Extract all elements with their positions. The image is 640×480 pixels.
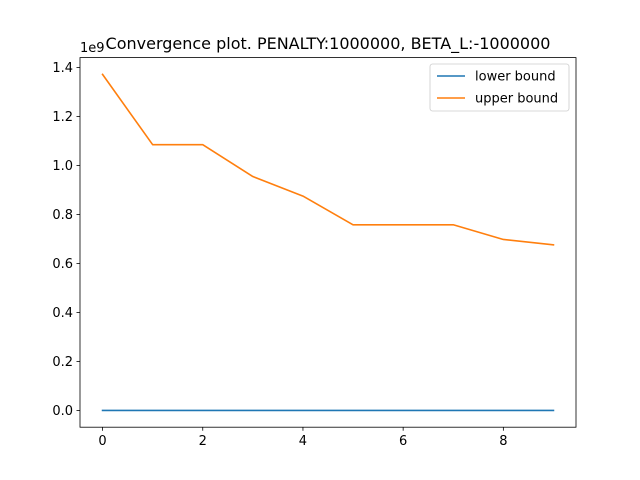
x-tick-label: 2 xyxy=(199,434,207,449)
axes-frame xyxy=(79,57,577,428)
y-tick-label: 0.8 xyxy=(52,208,73,223)
legend-label-lower-bound: lower bound xyxy=(475,70,556,85)
legend-label-upper-bound: upper bound xyxy=(475,92,558,107)
y-tick-label: 1.0 xyxy=(52,159,73,174)
x-tick-label: 4 xyxy=(299,434,307,449)
y-tick-label: 1.4 xyxy=(52,61,73,76)
x-tick-label: 8 xyxy=(499,434,507,449)
series-line-upper-bound xyxy=(101,73,555,246)
y-tick-label: 0.6 xyxy=(52,257,73,272)
x-tick-label: 0 xyxy=(98,434,106,449)
y-offset-label: 1e9 xyxy=(80,41,105,56)
y-tick-label: 1.2 xyxy=(52,110,73,125)
legend: lower bound upper bound xyxy=(429,63,570,112)
y-tick-label: 0.0 xyxy=(52,404,73,419)
y-axis-ticks: 0.0 0.2 0.4 0.6 0.8 1.0 1.2 1.4 xyxy=(52,61,80,419)
plot-area xyxy=(79,57,577,428)
y-tick-label: 0.2 xyxy=(52,355,73,370)
x-axis-ticks: 0 2 4 6 8 xyxy=(98,427,507,449)
chart-title: Convergence plot. PENALTY:1000000, BETA_… xyxy=(106,34,551,54)
x-tick-label: 6 xyxy=(399,434,407,449)
series-layer xyxy=(101,73,555,412)
y-tick-label: 0.4 xyxy=(52,306,73,321)
